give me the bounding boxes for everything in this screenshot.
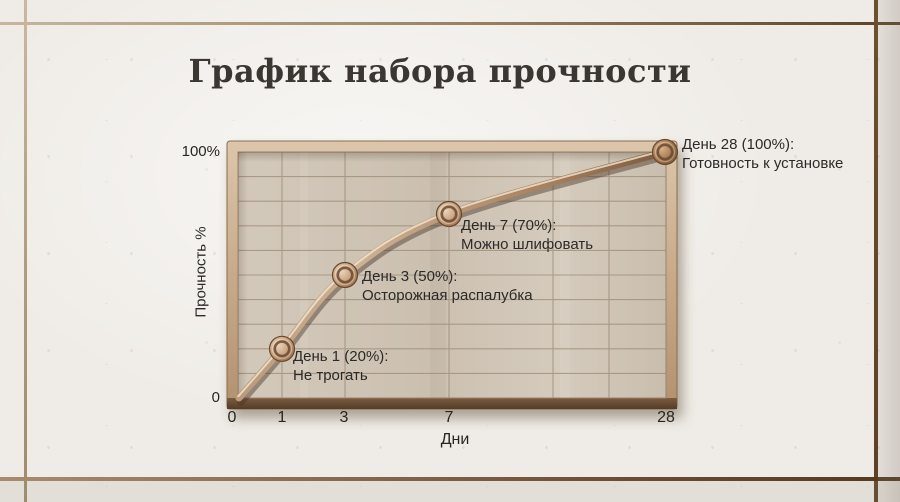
annotation-day-7: День 7 (70%): Можно шлифовать	[461, 216, 593, 254]
tile-grout-line-top	[0, 22, 900, 25]
tile-shade-bottom	[0, 481, 900, 502]
annotation-day-1-title: День 1 (20%):	[293, 348, 389, 365]
x-tick-3: 3	[339, 409, 349, 426]
annotation-day-7-note: Можно шлифовать	[461, 236, 594, 253]
tile-grout-line-left	[24, 0, 27, 502]
tile-grout-line-right	[874, 0, 878, 502]
y-tick-100: 100%	[181, 143, 220, 160]
data-point-knob-day-1	[268, 335, 296, 362]
chart-frame-bottom-bar	[227, 398, 677, 409]
data-point-knob-day-28	[651, 138, 679, 166]
annotation-day-28-note: Готовность к установке	[682, 155, 844, 172]
tile-shade-right	[878, 0, 900, 502]
annotation-day-28: День 28 (100%): Готовность к установке	[682, 135, 843, 173]
annotation-day-1-note: Не трогать	[293, 367, 368, 384]
x-axis-title: Дни	[440, 431, 470, 448]
annotation-day-3-title: День 3 (50%):	[362, 268, 458, 285]
chart-title: График набора прочности	[188, 52, 692, 90]
tile-grout-line-bottom	[0, 477, 900, 481]
x-tick-0: 0	[227, 409, 237, 426]
annotation-day-28-title: День 28 (100%):	[682, 136, 795, 153]
annotation-day-3: День 3 (50%): Осторожная распалубка	[362, 267, 533, 305]
annotation-day-7-title: День 7 (70%):	[461, 217, 557, 234]
x-tick-7: 7	[444, 409, 454, 426]
annotation-day-1: День 1 (20%): Не трогать	[293, 347, 388, 385]
data-point-knob-day-7	[435, 200, 463, 228]
x-tick-1: 1	[277, 409, 287, 426]
y-axis-title: Прочность %	[192, 226, 210, 318]
x-tick-28: 28	[657, 409, 675, 426]
data-point-knob-day-3	[331, 261, 359, 289]
y-tick-0: 0	[211, 389, 220, 406]
annotation-day-3-note: Осторожная распалубка	[362, 287, 533, 304]
